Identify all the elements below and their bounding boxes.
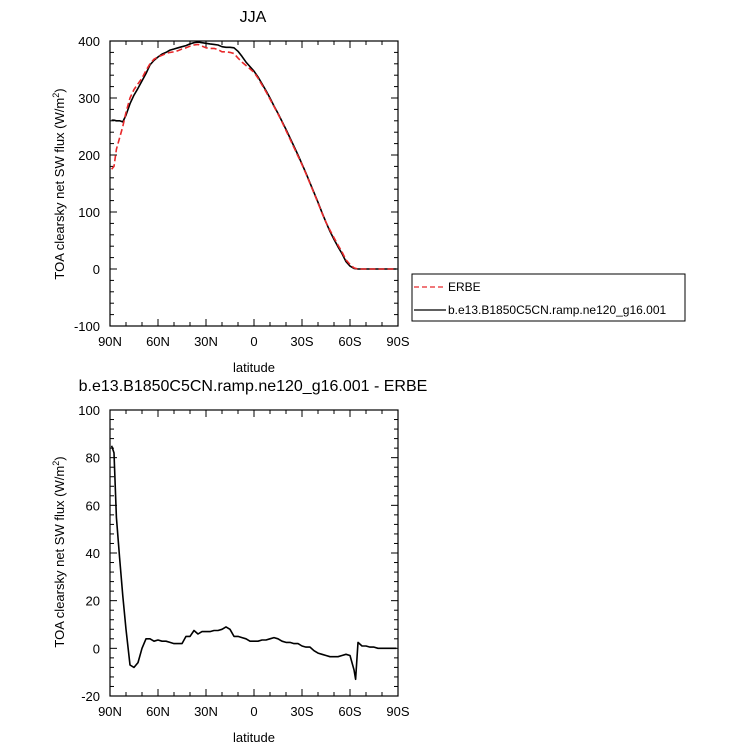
top-y-tick-label: 200 (78, 148, 100, 163)
top-x-axis-label: latitude (233, 360, 275, 375)
top-y-tick-label: 400 (78, 34, 100, 49)
bottom-series-line-model (110, 445, 397, 681)
bottom-x-tick-label: 60S (338, 704, 361, 719)
top-y-axis-label-close: ) (52, 88, 67, 92)
bottom-plot-area: 90N 60N 30N 0 30S 60S 90S -20 0 20 40 60 80 100 (78, 403, 410, 719)
top-chart-title: JJA (240, 9, 267, 26)
bottom-y-tick-label: 100 (78, 403, 100, 418)
bottom-x-tick-label: 30S (290, 704, 313, 719)
bottom-chart-title: b.e13.B1850C5CN.ramp.ne120_g16.001 - ERB… (79, 378, 428, 395)
top-y-tick-label: 100 (78, 205, 100, 220)
top-x-tick-label: 30N (194, 334, 218, 349)
bottom-plot-frame (109, 409, 399, 697)
bottom-y-tick-label: 80 (86, 451, 100, 466)
bottom-chart-panel: b.e13.B1850C5CN.ramp.ne120_g16.001 - ERB… (51, 378, 427, 745)
bottom-y-axis-label-main: TOA clearsky net SW flux (W/m (52, 466, 67, 648)
legend: ERBE b.e13.B1850C5CN.ramp.ne120_g16.001 (411, 273, 686, 322)
bottom-y-tick-label: 20 (86, 594, 100, 609)
bottom-x-tick-label: 90N (98, 704, 122, 719)
top-y-axis-label-superscript: 2 (51, 93, 61, 98)
top-x-tick-label: 60S (338, 334, 361, 349)
top-series-line-model (111, 41, 397, 270)
bottom-y-tick-label: 0 (93, 641, 100, 656)
bottom-y-axis-label-superscript: 2 (51, 461, 61, 466)
top-y-tick-label: 0 (93, 262, 100, 277)
top-x-tick-label: 0 (250, 334, 257, 349)
top-series-line-erbe (110, 43, 397, 270)
bottom-x-axis-label: latitude (233, 730, 275, 745)
bottom-y-axis-label-close: ) (52, 456, 67, 460)
bottom-y-tick-label: 40 (86, 546, 100, 561)
legend-label-erbe: ERBE (448, 280, 481, 294)
top-x-tick-label: 30S (290, 334, 313, 349)
bottom-x-tick-label: 30N (194, 704, 218, 719)
bottom-x-tick-label: 60N (146, 704, 170, 719)
top-y-axis-label: TOA clearsky net SW flux (W/m2) (51, 88, 67, 279)
top-chart-panel: JJA 90N 60N 30N 0 30S 60S 90S -100 0 100 200 300 400… (51, 9, 686, 375)
legend-label-model: b.e13.B1850C5CN.ramp.ne120_g16.001 (448, 303, 666, 317)
top-y-tick-label: -100 (74, 319, 100, 334)
bottom-y-axis-label: TOA clearsky net SW flux (W/m2) (51, 456, 67, 647)
top-plot-area: 90N 60N 30N 0 30S 60S 90S -100 0 100 200 300 400 (74, 34, 410, 349)
top-y-tick-label: 300 (78, 91, 100, 106)
legend-box (411, 273, 686, 322)
top-x-tick-label: 90N (98, 334, 122, 349)
bottom-x-tick-label: 90S (386, 704, 409, 719)
bottom-x-tick-label: 0 (250, 704, 257, 719)
bottom-y-tick-label: 60 (86, 498, 100, 513)
top-y-axis-label-main: TOA clearsky net SW flux (W/m (52, 98, 67, 280)
top-x-tick-label: 60N (146, 334, 170, 349)
bottom-y-tick-label: -20 (81, 689, 100, 704)
top-x-tick-label: 90S (386, 334, 409, 349)
top-plot-frame (109, 40, 399, 327)
